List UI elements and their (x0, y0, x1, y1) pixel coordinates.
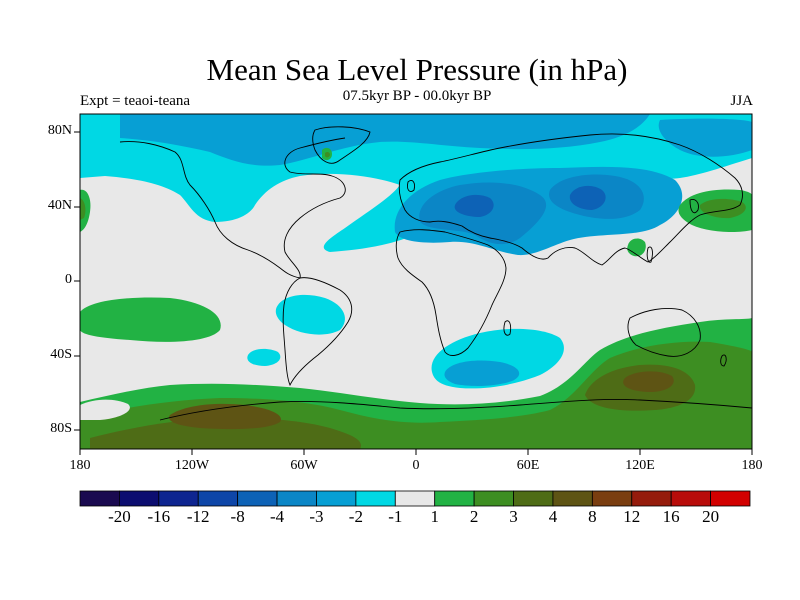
lat-label-80n: 80N (47, 123, 72, 138)
deepest-low-core (569, 185, 606, 210)
colorbar-swatch (394, 490, 436, 507)
colorbar-swatch (552, 490, 593, 507)
greenland-coast (312, 126, 371, 164)
colorbar-swatch (434, 490, 475, 507)
mediterranean-low-core (454, 194, 494, 217)
lon-label-120e: 120E (625, 458, 655, 473)
colorbar-label: -4 (269, 507, 285, 526)
colorbar-label: -20 (108, 507, 131, 526)
colorbar-label: 2 (469, 507, 479, 526)
lat-label-40s: 40S (50, 347, 72, 362)
south-indian-high-core (623, 371, 674, 392)
colorbar-swatch (473, 490, 514, 507)
south-atlantic-low-patch (275, 294, 345, 335)
colorbar-label: -1 (388, 507, 403, 526)
colorbar (79, 490, 751, 507)
southeast-pacific-neutral-gap (80, 399, 130, 420)
colorbar-swatch (355, 490, 396, 507)
colorbar-swatch (237, 490, 278, 507)
northeast-pacific-high-core (80, 198, 86, 220)
siberia-low-region (658, 118, 752, 157)
colorbar-swatch (710, 490, 751, 507)
colorbar-swatch (513, 490, 554, 507)
colorbar-label: -8 (230, 507, 245, 526)
colorbar-swatch (670, 490, 711, 507)
eurasia-coast (398, 133, 743, 266)
lat-label-40n: 40N (47, 198, 72, 213)
pressure-field (80, 114, 752, 449)
antarctic-high-core (169, 403, 281, 430)
new-zealand-coast (720, 354, 727, 367)
lat-label-0: 0 (65, 272, 72, 287)
greenland-high-core (325, 151, 330, 158)
colorbar-swatch (631, 490, 672, 507)
colorbar-label: 3 (509, 507, 518, 526)
northwest-pacific-high-core (699, 198, 746, 219)
colorbar-swatch (316, 490, 357, 507)
colorbar-label: -2 (348, 507, 363, 526)
philippines-coast (646, 246, 653, 263)
coastlines (119, 126, 752, 421)
uk-coast (407, 179, 415, 193)
tropical-pacific-high (80, 297, 221, 342)
colorbar-label: -3 (309, 507, 324, 526)
axis-ticks (74, 131, 753, 455)
lat-label-80s: 80S (50, 421, 72, 436)
antarctic-high-inner (90, 417, 361, 449)
colorbar-swatch (591, 490, 633, 507)
south-america-coast (282, 277, 353, 387)
madagascar-coast (503, 320, 512, 336)
season-label: JJA (730, 93, 753, 109)
colorbar-swatch (79, 490, 120, 507)
africa-coast (395, 229, 507, 356)
lon-label-180w: 180 (69, 458, 91, 473)
lon-label-120w: 120W (174, 458, 210, 473)
colorbar-swatch (158, 490, 199, 507)
colorbar-label: 20 (702, 507, 720, 526)
antarctica-coast (159, 399, 752, 421)
japan-coast (689, 199, 699, 214)
map-title: Mean Sea Level Pressure (in hPa) (206, 52, 628, 87)
map-subtitle: 07.5kyr BP - 00.0kyr BP (342, 88, 492, 104)
colorbar-swatch (119, 490, 160, 507)
arctic-low-region (120, 114, 650, 166)
australia-coast (627, 307, 701, 357)
lon-label-60e: 60E (516, 458, 540, 473)
lon-label-180e: 180 (741, 458, 763, 473)
south-pacific-low-patch (247, 348, 281, 366)
lon-label-60w: 60W (290, 458, 318, 473)
colorbar-label: 8 (588, 507, 597, 526)
colorbar-swatch (276, 490, 317, 507)
north-america-coast (119, 137, 346, 279)
colorbar-label: -12 (186, 507, 210, 526)
experiment-label: Expt = teaoi-teana (80, 93, 191, 109)
colorbar-label: 1 (430, 507, 439, 526)
colorbar-swatch (197, 490, 239, 507)
colorbar-label: 16 (662, 507, 680, 526)
colorbar-label: 12 (623, 507, 641, 526)
lon-label-0: 0 (412, 458, 420, 473)
colorbar-label: 4 (548, 507, 558, 526)
colorbar-label: -16 (147, 507, 171, 526)
indian-ocean-low-core (444, 360, 520, 386)
